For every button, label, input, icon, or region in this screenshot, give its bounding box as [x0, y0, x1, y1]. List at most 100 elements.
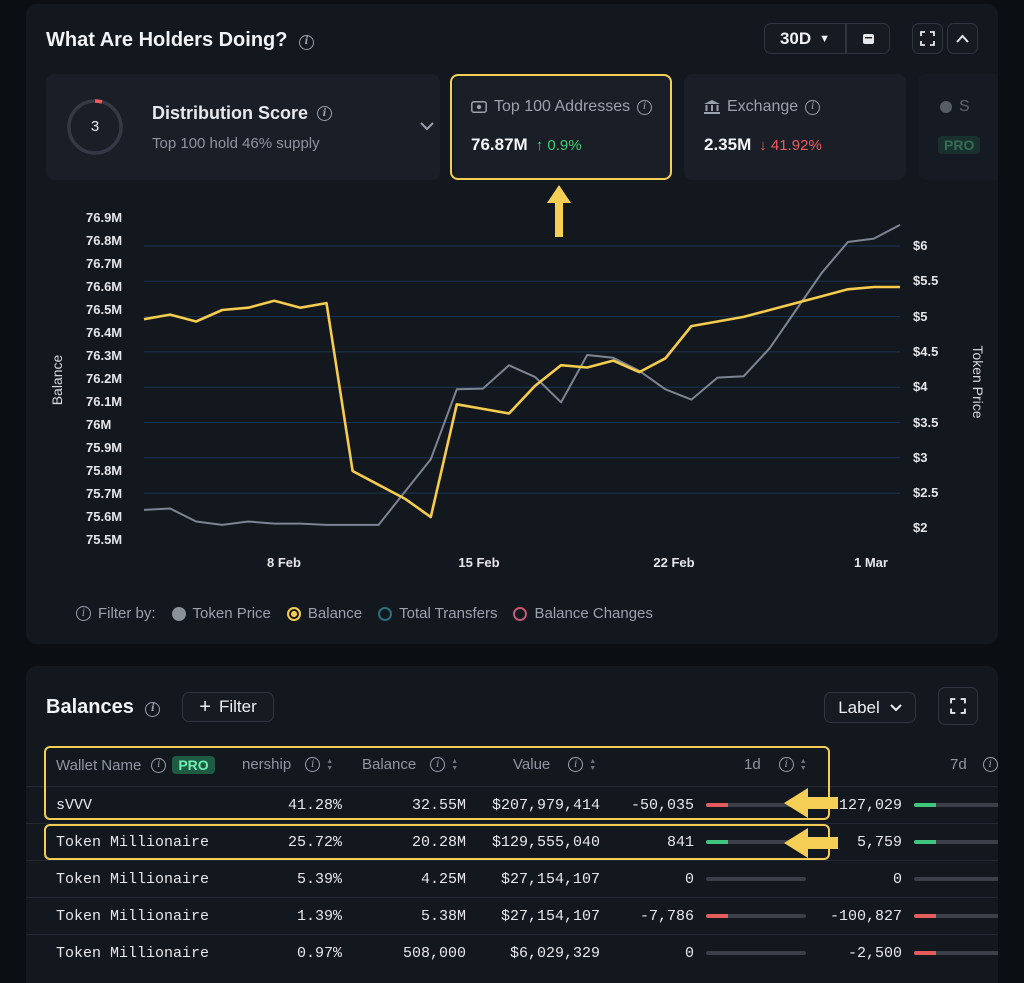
- change-7d-cell: -100,827: [829, 908, 902, 925]
- info-icon[interactable]: i: [151, 757, 167, 773]
- exchange-card[interactable]: Exchange i 2.35M ↓ 41.92%: [684, 74, 906, 180]
- table-row[interactable]: Token Millionaire 1.39% 5.38M $27,154,107 -7…: [26, 897, 998, 934]
- y2-tick-label: $4.5: [913, 343, 939, 359]
- change-1d-bar-fill: [706, 803, 728, 807]
- col-balance-label: Balance: [362, 756, 417, 773]
- fullscreen-button[interactable]: [938, 687, 978, 725]
- filter-button[interactable]: + Filter: [182, 692, 274, 722]
- x-tick-label: 8 Feb: [267, 555, 301, 570]
- sort-icon[interactable]: ▲ ▼: [451, 757, 459, 772]
- ownership-cell: 1.39%: [296, 908, 342, 925]
- change-1d-cell: -7,786: [639, 908, 694, 925]
- legend-total-transfers[interactable]: Total Transfers: [399, 605, 498, 622]
- info-icon[interactable]: i: [430, 757, 446, 772]
- legend-dot-total-transfers[interactable]: [378, 606, 393, 621]
- x-tick-label: 22 Feb: [653, 555, 695, 570]
- y-tick-label: 75.6M: [86, 509, 123, 524]
- top100-title: Top 100 Addresses: [494, 98, 631, 115]
- exchange-change: ↓ 41.92%: [759, 137, 822, 154]
- exchange-value: 2.35M: [704, 135, 752, 154]
- legend-dot-token-price[interactable]: [171, 606, 186, 621]
- info-icon[interactable]: i: [317, 106, 333, 121]
- col-ownership[interactable]: nership i ▲ ▼: [242, 756, 333, 773]
- info-icon[interactable]: i: [982, 757, 998, 772]
- change-1d-bar: [706, 914, 806, 918]
- y-tick-label: 75.5M: [86, 532, 123, 547]
- col-value-label: Value: [513, 756, 551, 773]
- holders-title: What Are Holders Doing?: [46, 29, 288, 51]
- col-7d[interactable]: 7d i: [950, 756, 998, 773]
- partial-card[interactable]: S PRO: [918, 74, 998, 180]
- y-tick-label: 76.2M: [86, 371, 123, 386]
- table-row[interactable]: Token Millionaire 25.72% 20.28M $129,555,04…: [26, 823, 998, 860]
- table-row[interactable]: sVVV 41.28% 32.55M $207,979,414 -50,035 127,0…: [26, 786, 998, 823]
- balances-title: Balances: [46, 696, 134, 718]
- expand-icon: [920, 31, 935, 46]
- info-icon[interactable]: i: [805, 99, 821, 115]
- distribution-score-card[interactable]: 3 Distribution Score i Top 100 hold 46% …: [46, 74, 440, 180]
- expand-button[interactable]: [912, 23, 943, 54]
- exchange-title-row: Exchange i: [704, 98, 821, 116]
- y2-tick-label: $3.5: [913, 414, 939, 430]
- col-1d[interactable]: 1d i ▲ ▼: [744, 756, 807, 773]
- sort-icon[interactable]: ▲ ▼: [326, 757, 334, 772]
- arrow-up-annotation-icon: [547, 185, 571, 237]
- col-value[interactable]: Value i ▲ ▼: [513, 756, 596, 773]
- top100-card[interactable]: Top 100 Addresses i 76.87M ↑ 0.9%: [454, 74, 670, 180]
- pro-badge: PRO: [938, 136, 981, 154]
- change-1d-bar: [706, 803, 806, 807]
- change-7d-bar: [914, 877, 998, 881]
- label-select[interactable]: Label: [824, 692, 916, 723]
- change-1d-cell: -50,035: [630, 797, 694, 814]
- collapse-button[interactable]: [947, 23, 978, 54]
- y-tick-label: 76.9M: [86, 210, 123, 225]
- calendar-button[interactable]: [846, 23, 890, 54]
- y-tick-label: 75.8M: [86, 463, 123, 478]
- filter-label: Filter: [218, 697, 257, 716]
- sort-icon[interactable]: ▲ ▼: [799, 757, 807, 772]
- y2-tick-label: $2.5: [913, 485, 939, 501]
- legend-token-price[interactable]: Token Price: [192, 605, 271, 622]
- bank-icon: [704, 100, 720, 114]
- change-1d-cell: 0: [684, 945, 694, 962]
- table-row[interactable]: Token Millionaire 0.97% 508,000 $6,029,329 0…: [26, 934, 998, 971]
- info-icon[interactable]: i: [778, 757, 794, 772]
- legend-balance-changes[interactable]: Balance Changes: [534, 605, 653, 622]
- col-balance[interactable]: Balance i ▲ ▼: [362, 756, 458, 773]
- exchange-title: Exchange: [727, 98, 799, 115]
- legend-balance[interactable]: Balance: [307, 605, 363, 622]
- value-cell: $129,555,040: [491, 834, 600, 851]
- info-icon[interactable]: i: [145, 701, 161, 717]
- value-cell: $27,154,107: [500, 908, 600, 925]
- change-7d-bar-fill: [914, 840, 936, 844]
- info-icon[interactable]: i: [637, 99, 653, 115]
- info-icon[interactable]: i: [299, 34, 315, 50]
- ownership-cell: 0.97%: [296, 945, 342, 962]
- table-row[interactable]: Token Millionaire 5.39% 4.25M $27,154,107 0 0: [26, 860, 998, 897]
- info-icon[interactable]: i: [76, 606, 91, 621]
- balances-panel: Balances i + Filter Label Wallet Name i …: [26, 666, 998, 983]
- change-1d-cell: 841: [666, 834, 694, 851]
- arrow-left-annotation-icon: [784, 828, 838, 858]
- wallet-name-cell: Token Millionaire: [56, 834, 210, 851]
- chevron-down-icon[interactable]: [420, 122, 434, 131]
- wallet-name-cell: Token Millionaire: [56, 871, 210, 888]
- info-icon[interactable]: i: [568, 757, 584, 772]
- y2-tick-label: $2: [913, 520, 928, 536]
- sort-icon[interactable]: ▲ ▼: [589, 757, 597, 772]
- balance-cell: 508,000: [402, 945, 466, 962]
- col-1d-label: 1d: [744, 756, 761, 773]
- distribution-title-row: Distribution Score i: [152, 103, 333, 124]
- exchange-value-row: 2.35M ↓ 41.92%: [704, 135, 822, 155]
- change-7d-bar: [914, 803, 998, 807]
- legend-dot-balance-changes[interactable]: [513, 606, 528, 621]
- wallet-name-cell: Token Millionaire: [56, 945, 210, 962]
- y-tick-label: 76.4M: [86, 325, 123, 340]
- col-wallet-name[interactable]: Wallet Name i PRO: [56, 756, 215, 774]
- holders-line-chart[interactable]: [26, 4, 998, 604]
- info-icon[interactable]: i: [305, 757, 321, 772]
- period-select[interactable]: 30D ▼: [764, 23, 846, 54]
- legend-dot-balance[interactable]: [286, 606, 301, 621]
- pro-badge: PRO: [172, 756, 215, 774]
- partial-title-row: S: [940, 98, 970, 116]
